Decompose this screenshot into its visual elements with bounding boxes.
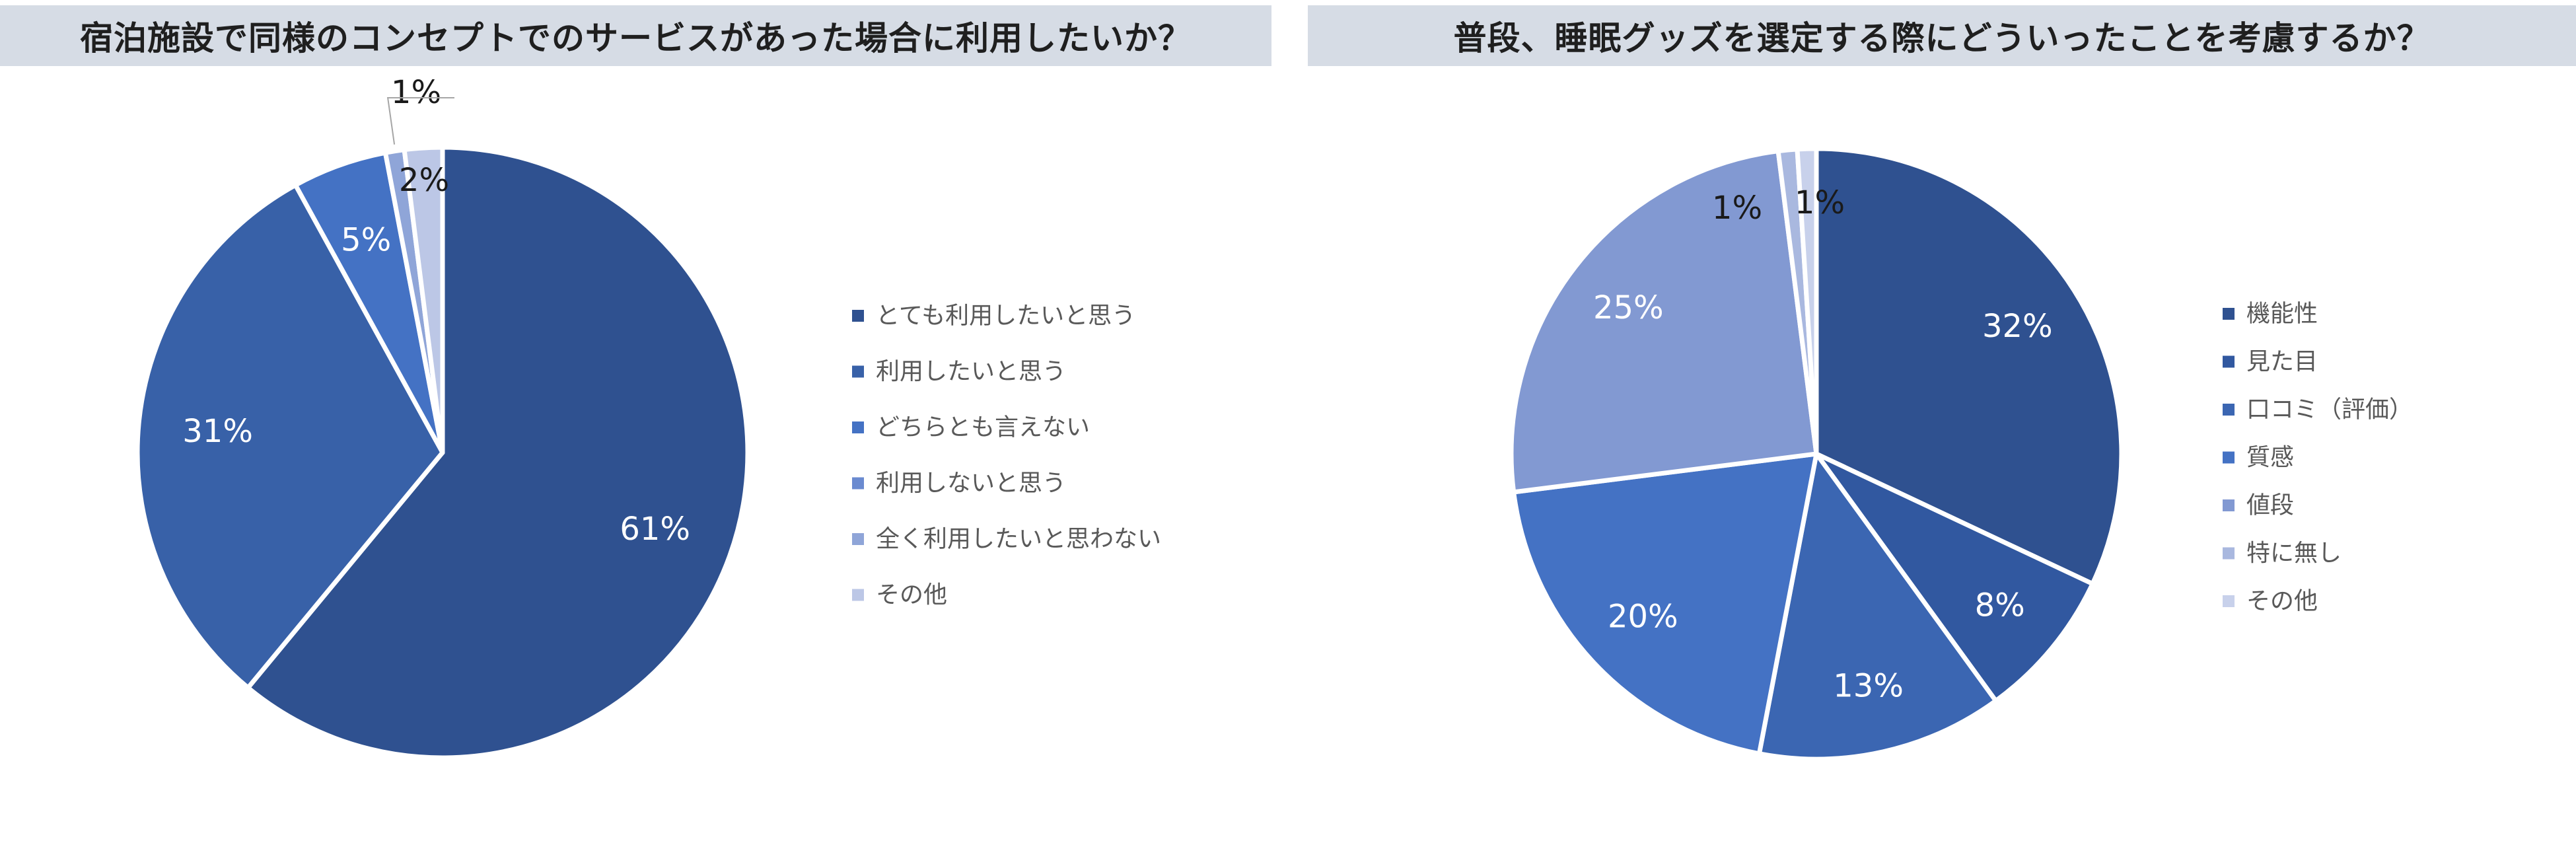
legend-label: 機能性 xyxy=(2246,301,2318,328)
pie-slice xyxy=(1795,146,1819,457)
legend-swatch xyxy=(2223,355,2235,368)
pie-slice xyxy=(135,182,445,690)
data-label: 25% xyxy=(1593,289,1664,326)
data-label: 1% xyxy=(1712,190,1762,227)
data-label: 1% xyxy=(1795,184,1845,221)
data-label: 13% xyxy=(1833,668,1904,705)
legend-swatch xyxy=(2223,451,2235,464)
legend-swatch xyxy=(852,421,864,433)
legend-label: 値段 xyxy=(2246,492,2294,519)
chart-title-left: 宿泊施設で同様のコンセプトでのサービスがあった場合に利用したいか？ xyxy=(0,5,1271,66)
data-label: 1% xyxy=(391,74,441,111)
legend-label: 特に無し xyxy=(2246,540,2342,567)
pie-slice xyxy=(1511,451,1819,756)
chart-panel-left: 宿泊施設で同様のコンセプトでのサービスがあった場合に利用したいか？ 61% 31%… xyxy=(0,0,1271,841)
chart-title-right: 普段、睡眠グッズを選定する際にどういったことを考慮するか？ xyxy=(1308,5,2576,66)
legend-label: 見た目 xyxy=(2246,348,2318,375)
leader-line xyxy=(386,97,454,145)
legend-swatch xyxy=(2223,404,2235,416)
legend-label: その他 xyxy=(876,581,947,608)
legend-swatch xyxy=(2223,547,2235,560)
legend-swatch xyxy=(852,477,864,490)
data-label: 8% xyxy=(1975,587,2025,624)
legend-label: 口コミ（評価） xyxy=(2246,396,2413,423)
data-label: 2% xyxy=(399,162,449,199)
data-label: 32% xyxy=(1982,308,2053,345)
pie-chart-left: 61% 31% 5% 1% 2% とても利用したいと思う利用したいと思うどちらとも言えない… xyxy=(135,74,1161,760)
pie-slice xyxy=(1814,451,2095,704)
legend-swatch xyxy=(2223,308,2235,320)
legend-swatch xyxy=(852,310,864,322)
pie-slice xyxy=(246,145,750,760)
pie-slice xyxy=(1509,149,1819,495)
legend-swatch xyxy=(852,533,864,545)
legend-label: とても利用したいと思う xyxy=(876,303,1135,330)
legend-swatch xyxy=(852,589,864,601)
data-label: 61% xyxy=(620,511,690,548)
legend-label: 利用したいと思う xyxy=(876,358,1066,385)
legend-label: 全く利用したいと思わない xyxy=(876,526,1161,553)
legend-label: その他 xyxy=(2246,588,2318,615)
legend-swatch xyxy=(852,365,864,378)
legend-label: 質感 xyxy=(2246,444,2294,471)
data-label: 20% xyxy=(1608,599,1678,636)
data-label: 5% xyxy=(341,221,391,258)
chart-panel-right: 普段、睡眠グッズを選定する際にどういったことを考慮するか？ 32% 8% 13% 20… xyxy=(1308,0,2576,841)
legend-swatch xyxy=(2223,499,2235,511)
pie-slice xyxy=(402,145,445,455)
legend-label: 利用しないと思う xyxy=(876,470,1066,497)
pie-slice xyxy=(1814,146,2124,587)
data-label: 31% xyxy=(182,413,253,450)
legend-swatch xyxy=(2223,595,2235,607)
legend-label: どちらとも言えない xyxy=(876,414,1090,441)
pie-slice xyxy=(1756,451,1999,762)
